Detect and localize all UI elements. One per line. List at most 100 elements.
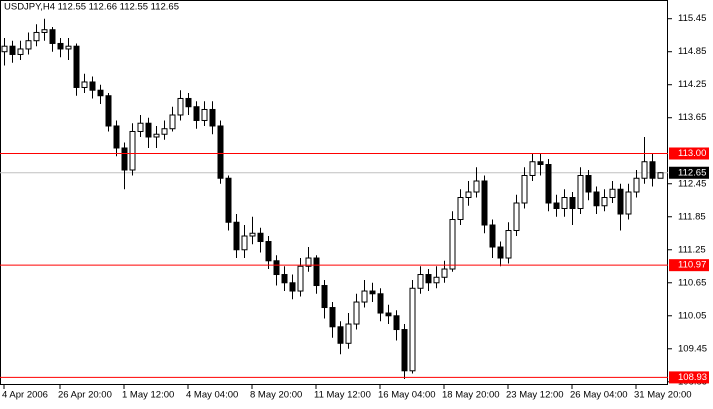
- y-tick-label: 110.65: [678, 277, 706, 288]
- candle-body: [497, 246, 504, 259]
- candle-body: [217, 125, 224, 179]
- x-tick-label: 26 Apr 20:00: [58, 390, 112, 401]
- candle-body: [513, 202, 520, 232]
- candle-body: [305, 257, 312, 267]
- candle-body: [529, 161, 536, 176]
- x-tick-label: 4 May 04:00: [186, 390, 238, 401]
- candle-body: [433, 276, 440, 284]
- candle-body: [641, 161, 648, 179]
- candle-body: [169, 114, 176, 130]
- candle-body: [561, 197, 568, 210]
- candle-body: [465, 191, 472, 199]
- price-label-box: [669, 147, 709, 160]
- x-tick-label: 23 May 12:00: [506, 390, 564, 401]
- candle-body: [81, 81, 88, 88]
- candle-body: [321, 285, 328, 309]
- candle-body: [505, 230, 512, 259]
- candle-body: [297, 265, 304, 292]
- candle-body: [545, 163, 552, 204]
- candle-body: [521, 174, 528, 204]
- candle-body: [361, 290, 368, 303]
- candle-body: [409, 287, 416, 372]
- candle-body: [97, 89, 104, 97]
- x-tick-label: 26 May 04:00: [570, 390, 628, 401]
- candle-body: [1, 45, 8, 53]
- candle-body: [49, 29, 56, 44]
- candle-body: [121, 147, 128, 171]
- candle-body: [553, 202, 560, 210]
- candle-body: [577, 174, 584, 210]
- candle-body: [65, 45, 72, 50]
- candle-body: [585, 174, 592, 193]
- candle-body: [41, 29, 48, 33]
- price-label: 110.97: [678, 260, 706, 271]
- candle-body: [17, 48, 24, 55]
- y-tick-label: 110.05: [678, 310, 706, 321]
- y-tick-label: 112.45: [678, 178, 706, 189]
- candle-body: [369, 290, 376, 295]
- candle-body: [209, 108, 216, 127]
- price-label: 113.00: [678, 148, 706, 159]
- candle-body: [601, 197, 608, 207]
- candle-body: [329, 307, 336, 328]
- candle-body: [177, 97, 184, 116]
- candle-body: [473, 180, 480, 193]
- y-tick-label: 111.85: [678, 211, 706, 222]
- price-label: 108.93: [678, 372, 707, 383]
- candle-body: [241, 235, 248, 251]
- candle-body: [153, 133, 160, 138]
- candle-body: [113, 125, 120, 149]
- candle-body: [57, 42, 64, 50]
- candle-body: [537, 161, 544, 165]
- candle-body: [25, 40, 32, 50]
- chart-title: USDJPY,H4 112.55 112.66 112.55 112.65: [4, 2, 179, 13]
- candle-body: [129, 130, 136, 171]
- candle-body: [569, 197, 576, 210]
- candle-body: [281, 274, 288, 284]
- y-tick-label: 113.65: [678, 112, 706, 123]
- candle-body: [201, 108, 208, 121]
- y-tick-label: 111.25: [678, 244, 706, 255]
- candle-body: [273, 260, 280, 276]
- candle-body: [457, 197, 464, 221]
- candle-body: [345, 323, 352, 344]
- candle-body: [657, 172, 664, 179]
- current-price-box: [669, 166, 709, 179]
- candle-body: [73, 45, 80, 88]
- candle-body: [137, 122, 144, 132]
- candle-body: [393, 315, 400, 331]
- candle-body: [385, 312, 392, 317]
- x-tick-label: 16 May 04:00: [378, 390, 436, 401]
- candle-body: [249, 232, 256, 237]
- candle-body: [233, 221, 240, 251]
- y-tick-label: 114.85: [678, 46, 706, 57]
- candle-body: [489, 224, 496, 248]
- candle-body: [625, 191, 632, 215]
- price-label-box: [669, 371, 709, 384]
- candle-body: [353, 301, 360, 325]
- candle-body: [377, 293, 384, 314]
- x-tick-label: 11 May 12:00: [314, 390, 371, 401]
- candle-body: [145, 122, 152, 138]
- candle-body: [33, 31, 40, 42]
- candle-body: [313, 257, 320, 287]
- candle-body: [649, 161, 656, 179]
- candle-body: [593, 191, 600, 207]
- x-tick-label: 18 May 20:00: [442, 390, 500, 401]
- candle-body: [449, 219, 456, 270]
- candle-body: [441, 268, 448, 278]
- y-tick-label: 115.45: [678, 13, 706, 24]
- candle-body: [257, 232, 264, 243]
- x-tick-label: 8 May 20:00: [250, 390, 302, 401]
- current-price-label: 112.65: [678, 167, 706, 178]
- y-tick-label: 109.45: [678, 343, 707, 354]
- x-tick-label: 4 Apr 2006: [2, 390, 48, 401]
- x-tick-label: 31 May 20:00: [634, 390, 692, 401]
- y-tick-label: 114.25: [678, 79, 706, 90]
- candle-body: [289, 282, 296, 292]
- candle-body: [89, 81, 96, 91]
- candle-body: [193, 106, 200, 121]
- candle-body: [401, 329, 408, 372]
- candle-body: [9, 45, 16, 55]
